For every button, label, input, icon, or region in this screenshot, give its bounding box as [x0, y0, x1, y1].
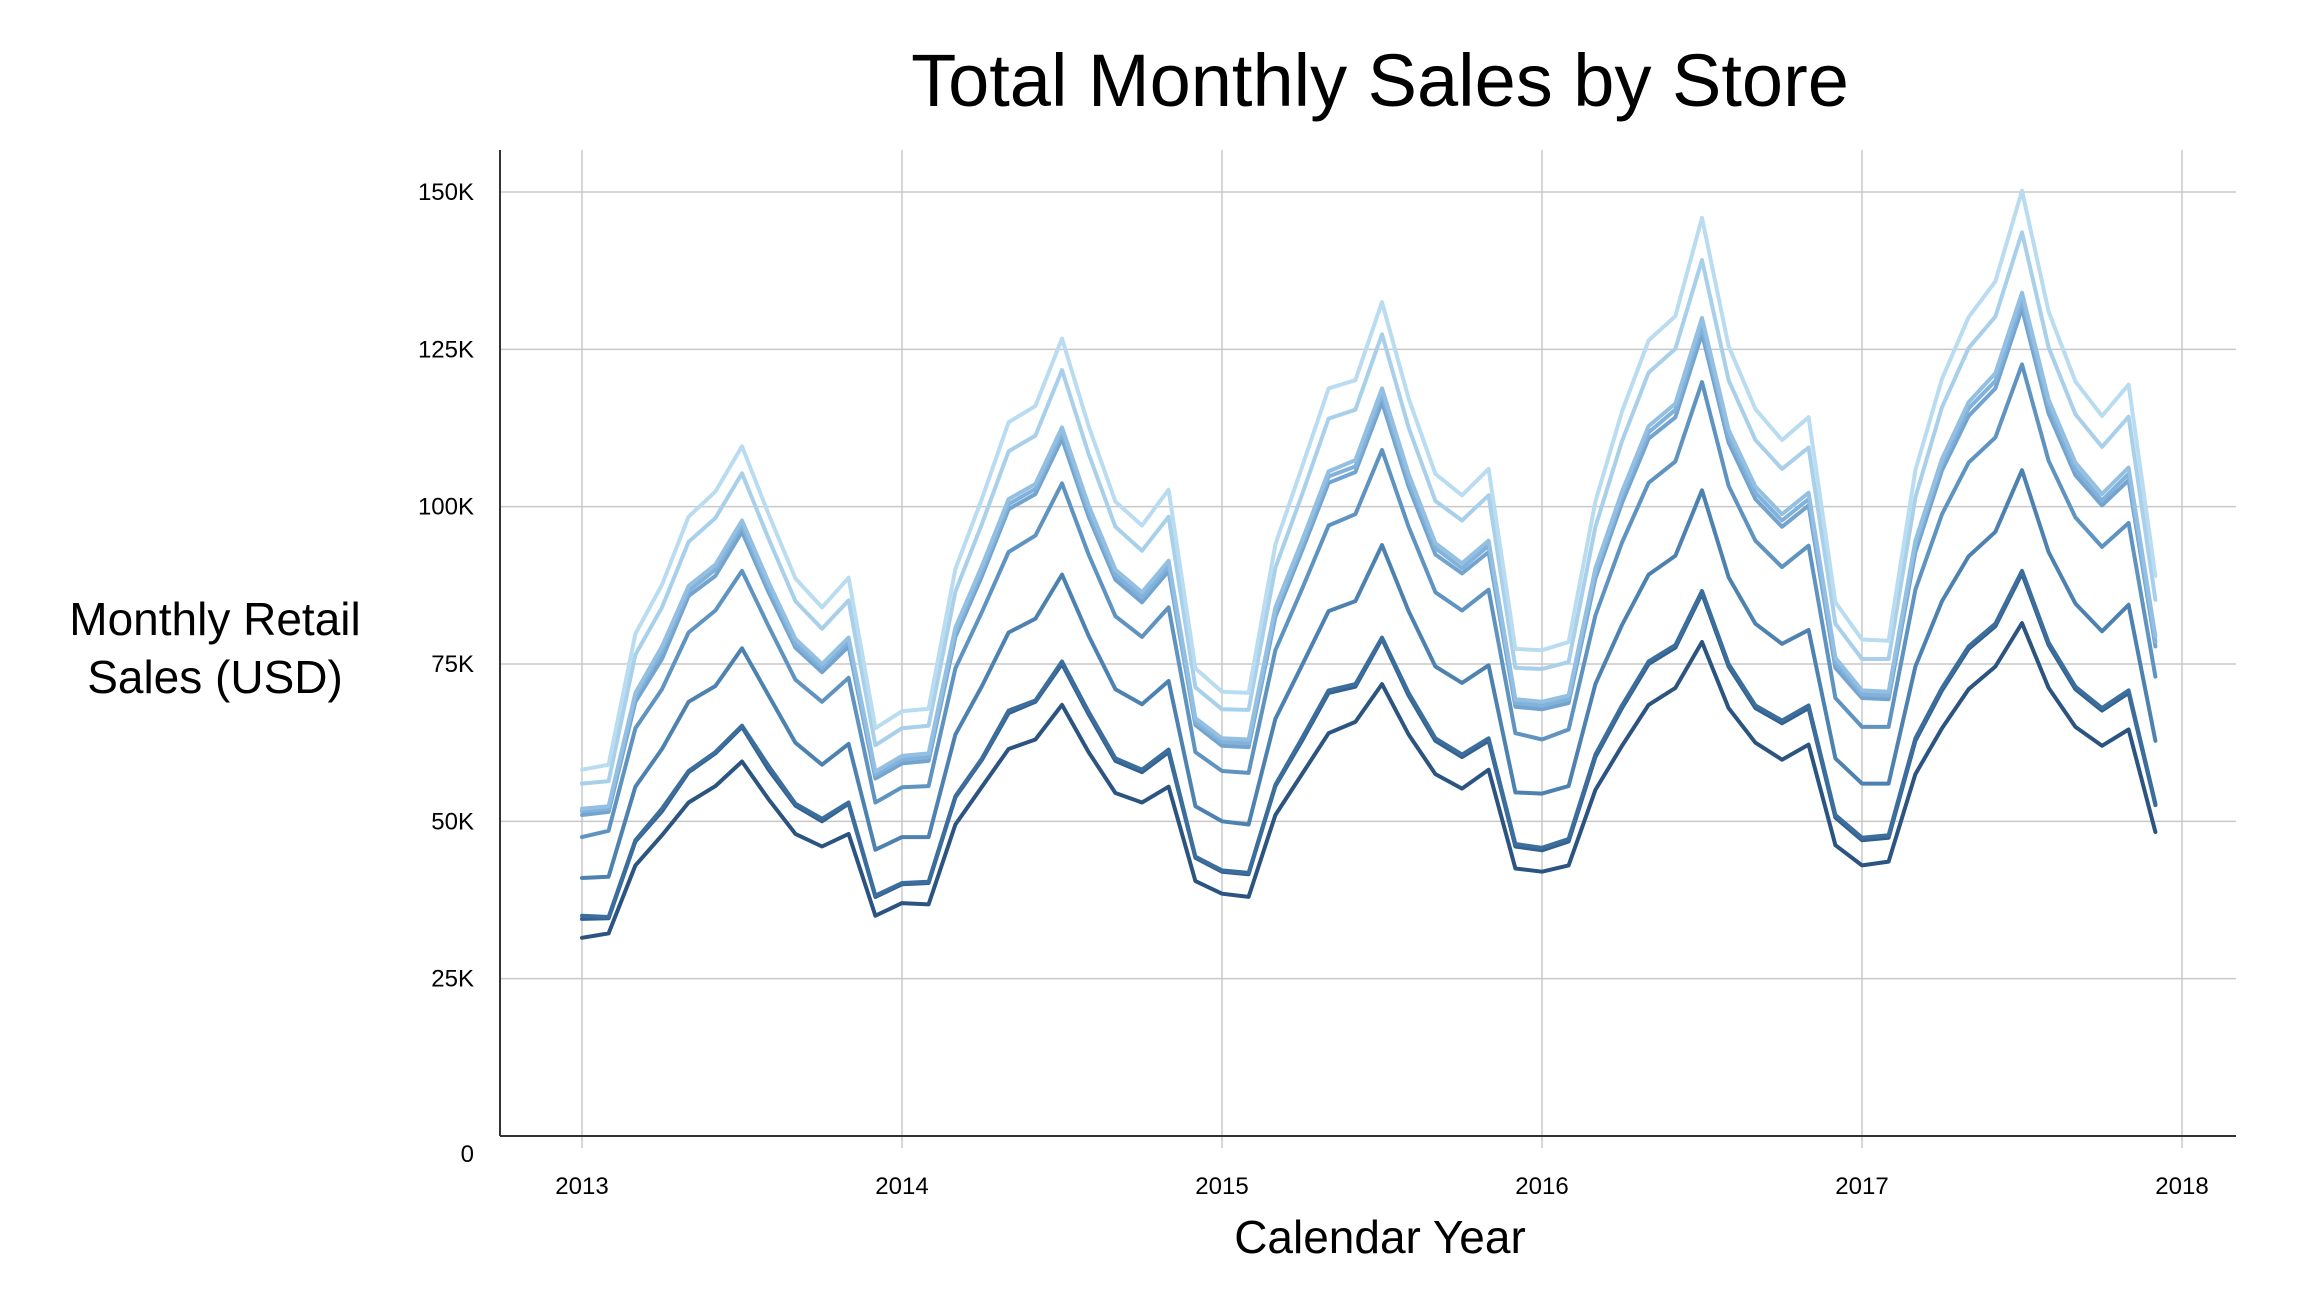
y-tick-label: 100K	[418, 494, 474, 521]
series-line-5	[580, 362, 2158, 840]
x-tick-label: 2014	[875, 1173, 928, 1200]
y-tick-label: 25K	[431, 966, 474, 993]
x-tick-label: 2018	[2155, 1173, 2208, 1200]
x-tick-label: 2017	[1835, 1173, 1888, 1200]
y-tick-label: 0	[461, 1141, 474, 1168]
y-axis-label: Monthly Retail Sales (USD)	[69, 593, 361, 703]
series-line-10	[580, 188, 2158, 772]
series-line-8	[580, 290, 2158, 811]
series-line-1	[580, 621, 2158, 940]
y-tick-label: 50K	[431, 808, 474, 835]
y-tick-label: 150K	[418, 179, 474, 206]
chart-title: Total Monthly Sales by Store	[911, 39, 1849, 122]
series-line-6	[580, 306, 2158, 817]
y-tick-label: 75K	[431, 651, 474, 678]
series-line-9	[580, 230, 2158, 786]
y-tick-label: 125K	[418, 336, 474, 363]
series-line-3	[580, 568, 2158, 919]
series-line-4	[580, 468, 2158, 880]
x-tick-label: 2016	[1515, 1173, 1568, 1200]
x-tick-label: 2015	[1195, 1173, 1248, 1200]
x-axis-label: Calendar Year	[1234, 1211, 1526, 1263]
x-tick-label: 2013	[555, 1173, 608, 1200]
